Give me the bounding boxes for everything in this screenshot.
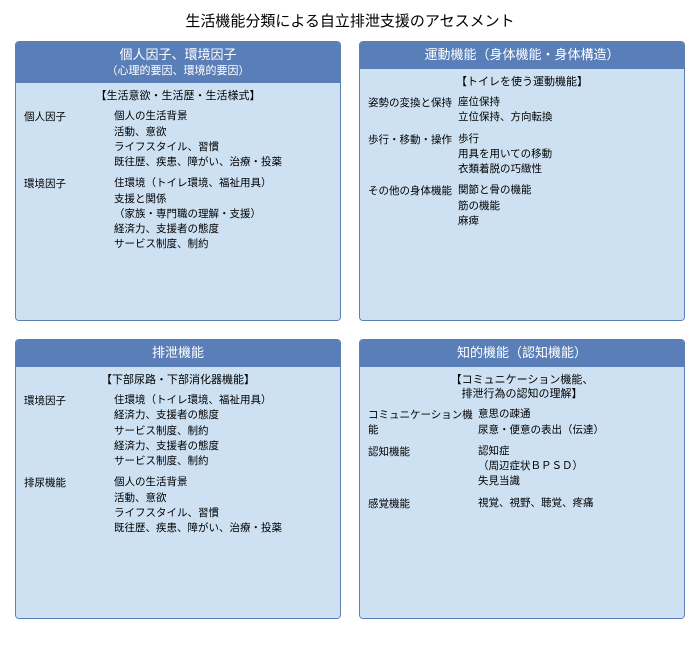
entry-item: 個人の生活背景 — [114, 109, 332, 124]
entry-item: 意思の疎通 — [478, 407, 676, 422]
entry-items: 歩行 用具を用いての移動 衣類着脱の巧緻性 — [458, 132, 676, 178]
entry-items: 住環境（トイレ環境、福祉用具） 支援と関係 （家族・専門職の理解・支援） 経済力… — [114, 176, 332, 252]
entry-item: 経済力、支援者の態度 — [114, 222, 332, 237]
entry-label: 姿勢の変換と保持 — [368, 95, 458, 125]
entry: 環境因子 住環境（トイレ環境、福祉用具） 支援と関係 （家族・専門職の理解・支援… — [24, 176, 332, 252]
entry-item: 個人の生活背景 — [114, 475, 332, 490]
entry-items: 認知症 （周辺症状ＢＰＳＤ） 失見当識 — [478, 444, 676, 490]
entry-items: 関節と骨の機能 筋の機能 麻痺 — [458, 183, 676, 229]
section-title: 【下部尿路・下部消化器機能】 — [24, 373, 332, 387]
entry-item: （家族・専門職の理解・支援） — [114, 207, 332, 222]
entry-item: 尿意・便意の表出（伝達） — [478, 423, 676, 438]
entry: 歩行・移動・操作 歩行 用具を用いての移動 衣類着脱の巧緻性 — [368, 132, 676, 178]
entry-item: 経済力、支援者の態度 — [114, 408, 332, 423]
entry: コミュニケーション機能 意思の疎通 尿意・便意の表出（伝達） — [368, 407, 676, 437]
entry-item: 衣類着脱の巧緻性 — [458, 162, 676, 177]
entry-item: サービス制度、制約 — [114, 454, 332, 469]
entry-items: 住環境（トイレ環境、福祉用具） 経済力、支援者の態度 サービス制度、制約 経済力… — [114, 393, 332, 469]
entry: 感覚機能 視覚、視野、聴覚、疼痛 — [368, 496, 676, 511]
page-title: 生活機能分類による自立排泄支援のアセスメント — [15, 10, 685, 31]
panel-header: 個人因子、環境因子 （心理的要因、環境的要因） — [16, 42, 340, 83]
entry-item: 関節と骨の機能 — [458, 183, 676, 198]
entry-item: サービス制度、制約 — [114, 237, 332, 252]
entry-label: 認知機能 — [368, 444, 478, 490]
entry-label: 環境因子 — [24, 393, 114, 469]
entry-item: ライフスタイル、習慣 — [114, 140, 332, 155]
entry-item: 住環境（トイレ環境、福祉用具） — [114, 393, 332, 408]
panel-header-line1: 排泄機能 — [152, 345, 204, 360]
entry: その他の身体機能 関節と骨の機能 筋の機能 麻痺 — [368, 183, 676, 229]
panel-header-line2: （心理的要因、環境的要因） — [20, 64, 336, 78]
panel-body: 【下部尿路・下部消化器機能】 環境因子 住環境（トイレ環境、福祉用具） 経済力、… — [16, 367, 340, 618]
panel-personal-environmental: 個人因子、環境因子 （心理的要因、環境的要因） 【生活意欲・生活歴・生活様式】 … — [15, 41, 341, 321]
panel-motor-function: 運動機能（身体機能・身体構造） 【トイレを使う運動機能】 姿勢の変換と保持 座位… — [359, 41, 685, 321]
entry-items: 個人の生活背景 活動、意欲 ライフスタイル、習慣 既往歴、疾患、障がい、治療・投… — [114, 475, 332, 536]
panel-body: 【生活意欲・生活歴・生活様式】 個人因子 個人の生活背景 活動、意欲 ライフスタ… — [16, 83, 340, 320]
panel-header-line1: 知的機能（認知機能） — [457, 345, 587, 360]
entry-item: 活動、意欲 — [114, 491, 332, 506]
entry-item: 既往歴、疾患、障がい、治療・投薬 — [114, 155, 332, 170]
panel-header: 知的機能（認知機能） — [360, 340, 684, 367]
entry: 姿勢の変換と保持 座位保持 立位保持、方向転換 — [368, 95, 676, 125]
entry-label: 環境因子 — [24, 176, 114, 252]
panel-header-line1: 個人因子、環境因子 — [119, 47, 236, 62]
entry-item: 視覚、視野、聴覚、疼痛 — [478, 496, 676, 511]
panel-header-line1: 運動機能（身体機能・身体構造） — [424, 47, 619, 62]
entry-item: 経済力、支援者の態度 — [114, 439, 332, 454]
panel-header: 運動機能（身体機能・身体構造） — [360, 42, 684, 69]
entry-label: 歩行・移動・操作 — [368, 132, 458, 178]
entry: 排尿機能 個人の生活背景 活動、意欲 ライフスタイル、習慣 既往歴、疾患、障がい… — [24, 475, 332, 536]
panel-body: 【トイレを使う運動機能】 姿勢の変換と保持 座位保持 立位保持、方向転換 歩行・… — [360, 69, 684, 320]
panel-excretion-function: 排泄機能 【下部尿路・下部消化器機能】 環境因子 住環境（トイレ環境、福祉用具）… — [15, 339, 341, 619]
panel-grid: 個人因子、環境因子 （心理的要因、環境的要因） 【生活意欲・生活歴・生活様式】 … — [15, 41, 685, 619]
entry-item: 用具を用いての移動 — [458, 147, 676, 162]
panel-cognitive-function: 知的機能（認知機能） 【コミュニケーション機能、 排泄行為の認知の理解】 コミュ… — [359, 339, 685, 619]
entry-items: 視覚、視野、聴覚、疼痛 — [478, 496, 676, 511]
entry-items: 意思の疎通 尿意・便意の表出（伝達） — [478, 407, 676, 437]
entry-item: 失見当識 — [478, 474, 676, 489]
entry-label: 排尿機能 — [24, 475, 114, 536]
entry-item: 既往歴、疾患、障がい、治療・投薬 — [114, 521, 332, 536]
entry-item: サービス制度、制約 — [114, 424, 332, 439]
entry-item: ライフスタイル、習慣 — [114, 506, 332, 521]
entry-item: （周辺症状ＢＰＳＤ） — [478, 459, 676, 474]
section-title: 【コミュニケーション機能、 排泄行為の認知の理解】 — [368, 373, 676, 402]
entry-item: 座位保持 — [458, 95, 676, 110]
entry-item: 住環境（トイレ環境、福祉用具） — [114, 176, 332, 191]
entry-item: 筋の機能 — [458, 199, 676, 214]
entry-item: 支援と関係 — [114, 192, 332, 207]
entry-label: その他の身体機能 — [368, 183, 458, 229]
entry: 個人因子 個人の生活背景 活動、意欲 ライフスタイル、習慣 既往歴、疾患、障がい… — [24, 109, 332, 170]
entry: 認知機能 認知症 （周辺症状ＢＰＳＤ） 失見当識 — [368, 444, 676, 490]
entry-item: 歩行 — [458, 132, 676, 147]
entry-items: 個人の生活背景 活動、意欲 ライフスタイル、習慣 既往歴、疾患、障がい、治療・投… — [114, 109, 332, 170]
entry-item: 麻痺 — [458, 214, 676, 229]
entry-item: 活動、意欲 — [114, 125, 332, 140]
entry-label: 個人因子 — [24, 109, 114, 170]
entry-label: 感覚機能 — [368, 496, 478, 511]
entry-item: 認知症 — [478, 444, 676, 459]
entry-label: コミュニケーション機能 — [368, 407, 478, 437]
panel-header: 排泄機能 — [16, 340, 340, 367]
section-title: 【生活意欲・生活歴・生活様式】 — [24, 89, 332, 103]
entry-items: 座位保持 立位保持、方向転換 — [458, 95, 676, 125]
entry: 環境因子 住環境（トイレ環境、福祉用具） 経済力、支援者の態度 サービス制度、制… — [24, 393, 332, 469]
section-title: 【トイレを使う運動機能】 — [368, 75, 676, 89]
entry-item: 立位保持、方向転換 — [458, 110, 676, 125]
panel-body: 【コミュニケーション機能、 排泄行為の認知の理解】 コミュニケーション機能 意思… — [360, 367, 684, 618]
